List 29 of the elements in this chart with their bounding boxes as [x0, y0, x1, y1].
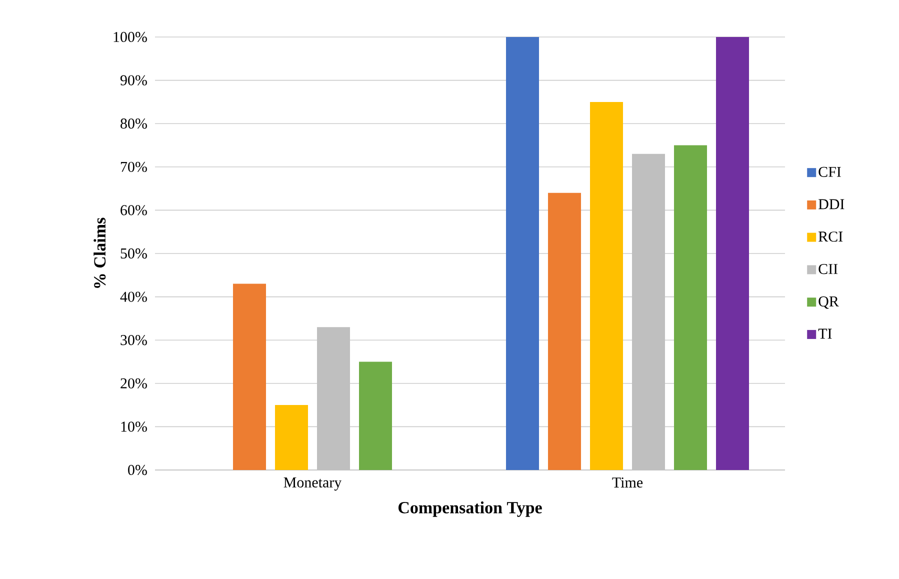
- y-tick-label: 40%: [120, 292, 147, 302]
- y-tick-label: 30%: [120, 335, 147, 346]
- y-tick-label: 80%: [120, 118, 147, 129]
- bar: [548, 192, 582, 470]
- bar: [359, 362, 392, 470]
- legend-label: QR: [818, 296, 839, 309]
- y-tick-label: 70%: [120, 162, 147, 172]
- y-tick-label: 60%: [120, 205, 147, 216]
- legend-label: DDI: [818, 199, 844, 210]
- y-tick-label: 10%: [121, 422, 147, 432]
- y-tick-label: 50%: [120, 248, 147, 259]
- bar: [275, 405, 308, 470]
- legend-label: CII: [818, 264, 838, 274]
- x-tick-label: Time: [612, 478, 643, 488]
- y-axis-title: % Claims: [94, 218, 106, 288]
- y-tick-label: 90%: [120, 75, 147, 86]
- y-tick-label: 100%: [114, 32, 147, 42]
- bar: [590, 102, 624, 470]
- bar: [506, 36, 540, 470]
- bar: [233, 284, 266, 470]
- y-tick-label: 20%: [120, 378, 147, 388]
- legend-label: CFI: [818, 166, 841, 177]
- legend-label: TI: [818, 328, 832, 339]
- legend-label: RCI: [818, 232, 843, 242]
- x-axis-title: Compensation Type: [398, 501, 542, 517]
- y-tick-label: 0%: [128, 464, 147, 476]
- x-tick-label: Monetary: [284, 478, 342, 491]
- bar: [674, 145, 708, 470]
- bar: [716, 36, 750, 470]
